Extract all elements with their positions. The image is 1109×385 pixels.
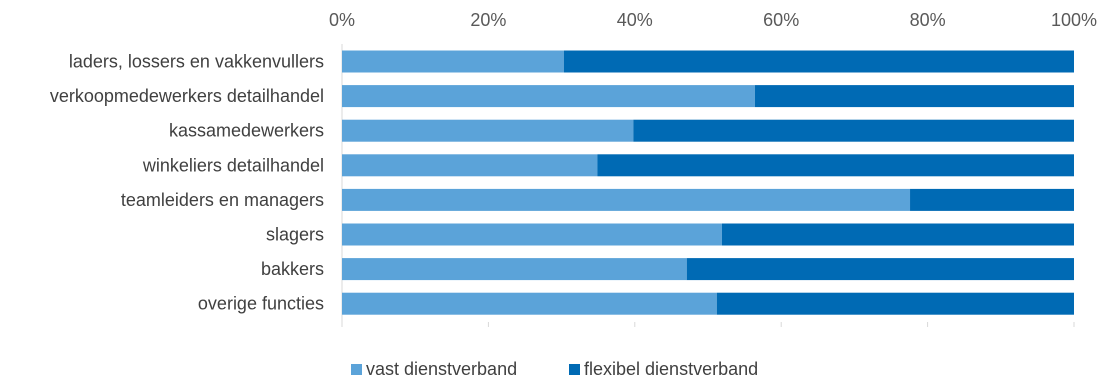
category-label: winkeliers detailhandel [142, 155, 324, 175]
category-label: teamleiders en managers [121, 190, 324, 210]
bar-flexibel [686, 258, 1074, 281]
bar-vast [342, 154, 598, 177]
bar-vast [342, 119, 634, 142]
bar-flexibel [910, 188, 1074, 211]
bar-vast [342, 258, 687, 281]
x-tick-label: 80% [910, 10, 946, 30]
bar-flexibel [633, 119, 1074, 142]
bar-vast [342, 292, 717, 315]
bar-flexibel [563, 50, 1074, 73]
bar-flexibel [754, 85, 1074, 108]
bar-vast [342, 223, 722, 246]
legend: vast dienstverband flexibel dienstverband [351, 359, 758, 379]
bars [342, 50, 1074, 315]
bar-flexibel [721, 223, 1074, 246]
bar-flexibel [716, 292, 1074, 315]
bar-vast [342, 188, 911, 211]
category-label: laders, lossers en vakkenvullers [69, 52, 324, 72]
category-label: overige functies [198, 294, 324, 314]
category-label: kassamedewerkers [169, 121, 324, 141]
x-tick-label: 0% [329, 10, 355, 30]
legend-swatch [351, 364, 362, 375]
x-tick-label: 40% [617, 10, 653, 30]
category-label: bakkers [261, 259, 324, 279]
category-label: slagers [266, 225, 324, 245]
x-axis: 0% 20% 40% 60% 80% 100% [329, 10, 1097, 327]
legend-label: vast dienstverband [366, 359, 517, 379]
bar-vast [342, 50, 564, 73]
x-tick-label: 20% [470, 10, 506, 30]
legend-swatch [569, 364, 580, 375]
bar-flexibel [597, 154, 1074, 177]
category-labels: laders, lossers en vakkenvullers verkoopm… [50, 52, 324, 314]
category-label: verkoopmedewerkers detailhandel [50, 86, 324, 106]
legend-label: flexibel dienstverband [584, 359, 758, 379]
x-tick-label: 60% [763, 10, 799, 30]
bar-vast [342, 85, 755, 108]
x-tick-label: 100% [1051, 10, 1097, 30]
